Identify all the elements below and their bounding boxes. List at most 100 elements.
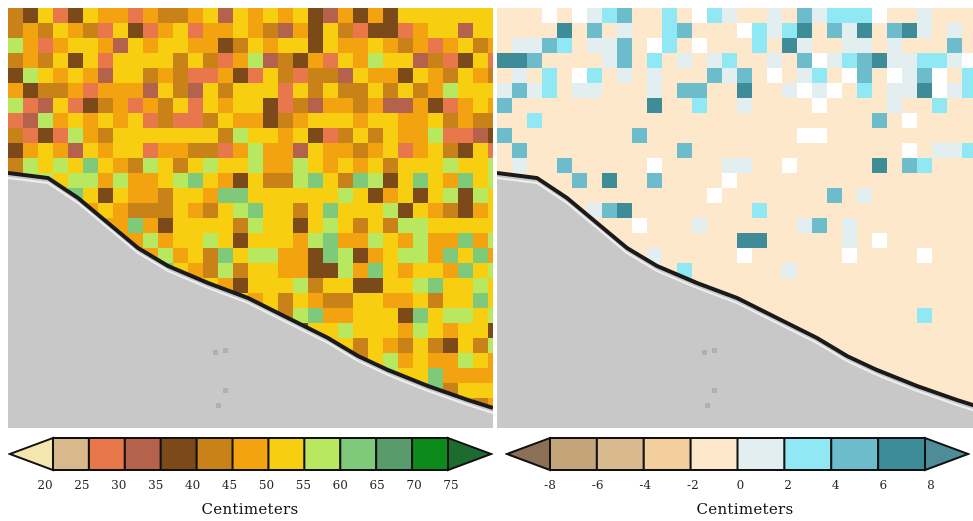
grid-cell — [413, 353, 428, 368]
grid-cell — [8, 68, 23, 83]
grid-cell — [662, 23, 677, 38]
grid-cell — [398, 158, 413, 173]
grid-cell — [473, 368, 488, 383]
grid-cell — [68, 128, 83, 143]
grid-cell — [488, 278, 493, 293]
grid-cell — [293, 83, 308, 98]
right-colorbar — [505, 436, 970, 472]
grid-cell — [443, 323, 458, 338]
grid-cell — [398, 203, 413, 218]
grid-cell — [308, 293, 323, 308]
grid-cell — [488, 323, 493, 338]
grid-cell — [398, 293, 413, 308]
grid-cell — [842, 233, 857, 248]
grid-cell — [248, 218, 263, 233]
grid-cell — [872, 53, 887, 68]
colorbar-swatch — [736, 437, 786, 471]
grid-cell — [428, 218, 443, 233]
grid-cell — [458, 218, 473, 233]
grid-cell — [473, 68, 488, 83]
grid-cell — [323, 8, 338, 23]
colorbar-swatch — [375, 437, 414, 471]
colorbar-swatch — [267, 437, 306, 471]
grid-cell — [368, 308, 383, 323]
colorbar-swatch — [87, 437, 126, 471]
grid-cell — [458, 53, 473, 68]
grid-cell — [158, 188, 173, 203]
grid-cell — [353, 293, 368, 308]
grid-cell — [353, 83, 368, 98]
grid-cell — [158, 218, 173, 233]
grid-cell — [248, 113, 263, 128]
grid-cell — [233, 53, 248, 68]
grid-cell — [203, 38, 218, 53]
grid-cell — [797, 83, 812, 98]
grid-cell — [353, 338, 368, 353]
grid-cell — [812, 128, 827, 143]
land-marker — [223, 388, 228, 393]
grid-cell — [473, 143, 488, 158]
colorbar-swatch — [830, 437, 880, 471]
grid-cell — [83, 98, 98, 113]
grid-cell — [143, 23, 158, 38]
grid-cell — [443, 8, 458, 23]
grid-cell — [443, 278, 458, 293]
grid-cell — [188, 173, 203, 188]
grid-cell — [158, 83, 173, 98]
grid-cell — [308, 68, 323, 83]
grid-cell — [218, 173, 233, 188]
grid-cell — [872, 233, 887, 248]
grid-cell — [413, 233, 428, 248]
grid-cell — [692, 218, 707, 233]
grid-cell — [368, 248, 383, 263]
grid-cell — [263, 23, 278, 38]
grid-cell — [488, 353, 493, 368]
grid-cell — [233, 113, 248, 128]
grid-cell — [278, 233, 293, 248]
grid-cell — [632, 128, 647, 143]
grid-cell — [113, 173, 128, 188]
grid-cell — [98, 53, 113, 68]
grid-cell — [68, 38, 83, 53]
grid-cell — [458, 233, 473, 248]
grid-cell — [398, 53, 413, 68]
grid-cell — [293, 233, 308, 248]
grid-cell — [308, 143, 323, 158]
grid-cell — [353, 8, 368, 23]
grid-cell — [428, 248, 443, 263]
grid-cell — [218, 203, 233, 218]
colorbar-tick-label: -4 — [639, 478, 652, 492]
grid-cell — [443, 248, 458, 263]
grid-cell — [587, 68, 602, 83]
grid-cell — [143, 83, 158, 98]
grid-cell — [323, 263, 338, 278]
grid-cell — [188, 98, 203, 113]
grid-cell — [248, 143, 263, 158]
grid-cell — [68, 173, 83, 188]
grid-cell — [512, 83, 527, 98]
colorbar-high-cap — [447, 436, 493, 472]
grid-cell — [647, 158, 662, 173]
grid-cell — [203, 23, 218, 38]
grid-cell — [8, 53, 23, 68]
grid-cell — [557, 38, 572, 53]
grid-cell — [473, 308, 488, 323]
grid-cell — [188, 128, 203, 143]
grid-cell — [383, 143, 398, 158]
grid-cell — [488, 158, 493, 173]
grid-cell — [383, 308, 398, 323]
grid-cell — [383, 218, 398, 233]
grid-cell — [323, 53, 338, 68]
grid-cell — [413, 203, 428, 218]
grid-cell — [962, 83, 973, 98]
grid-cell — [917, 158, 932, 173]
grid-cell — [428, 233, 443, 248]
grid-cell — [932, 98, 947, 113]
grid-cell — [368, 113, 383, 128]
grid-cell — [383, 293, 398, 308]
grid-cell — [443, 23, 458, 38]
grid-cell — [173, 83, 188, 98]
grid-cell — [902, 158, 917, 173]
grid-cell — [812, 218, 827, 233]
grid-cell — [398, 128, 413, 143]
